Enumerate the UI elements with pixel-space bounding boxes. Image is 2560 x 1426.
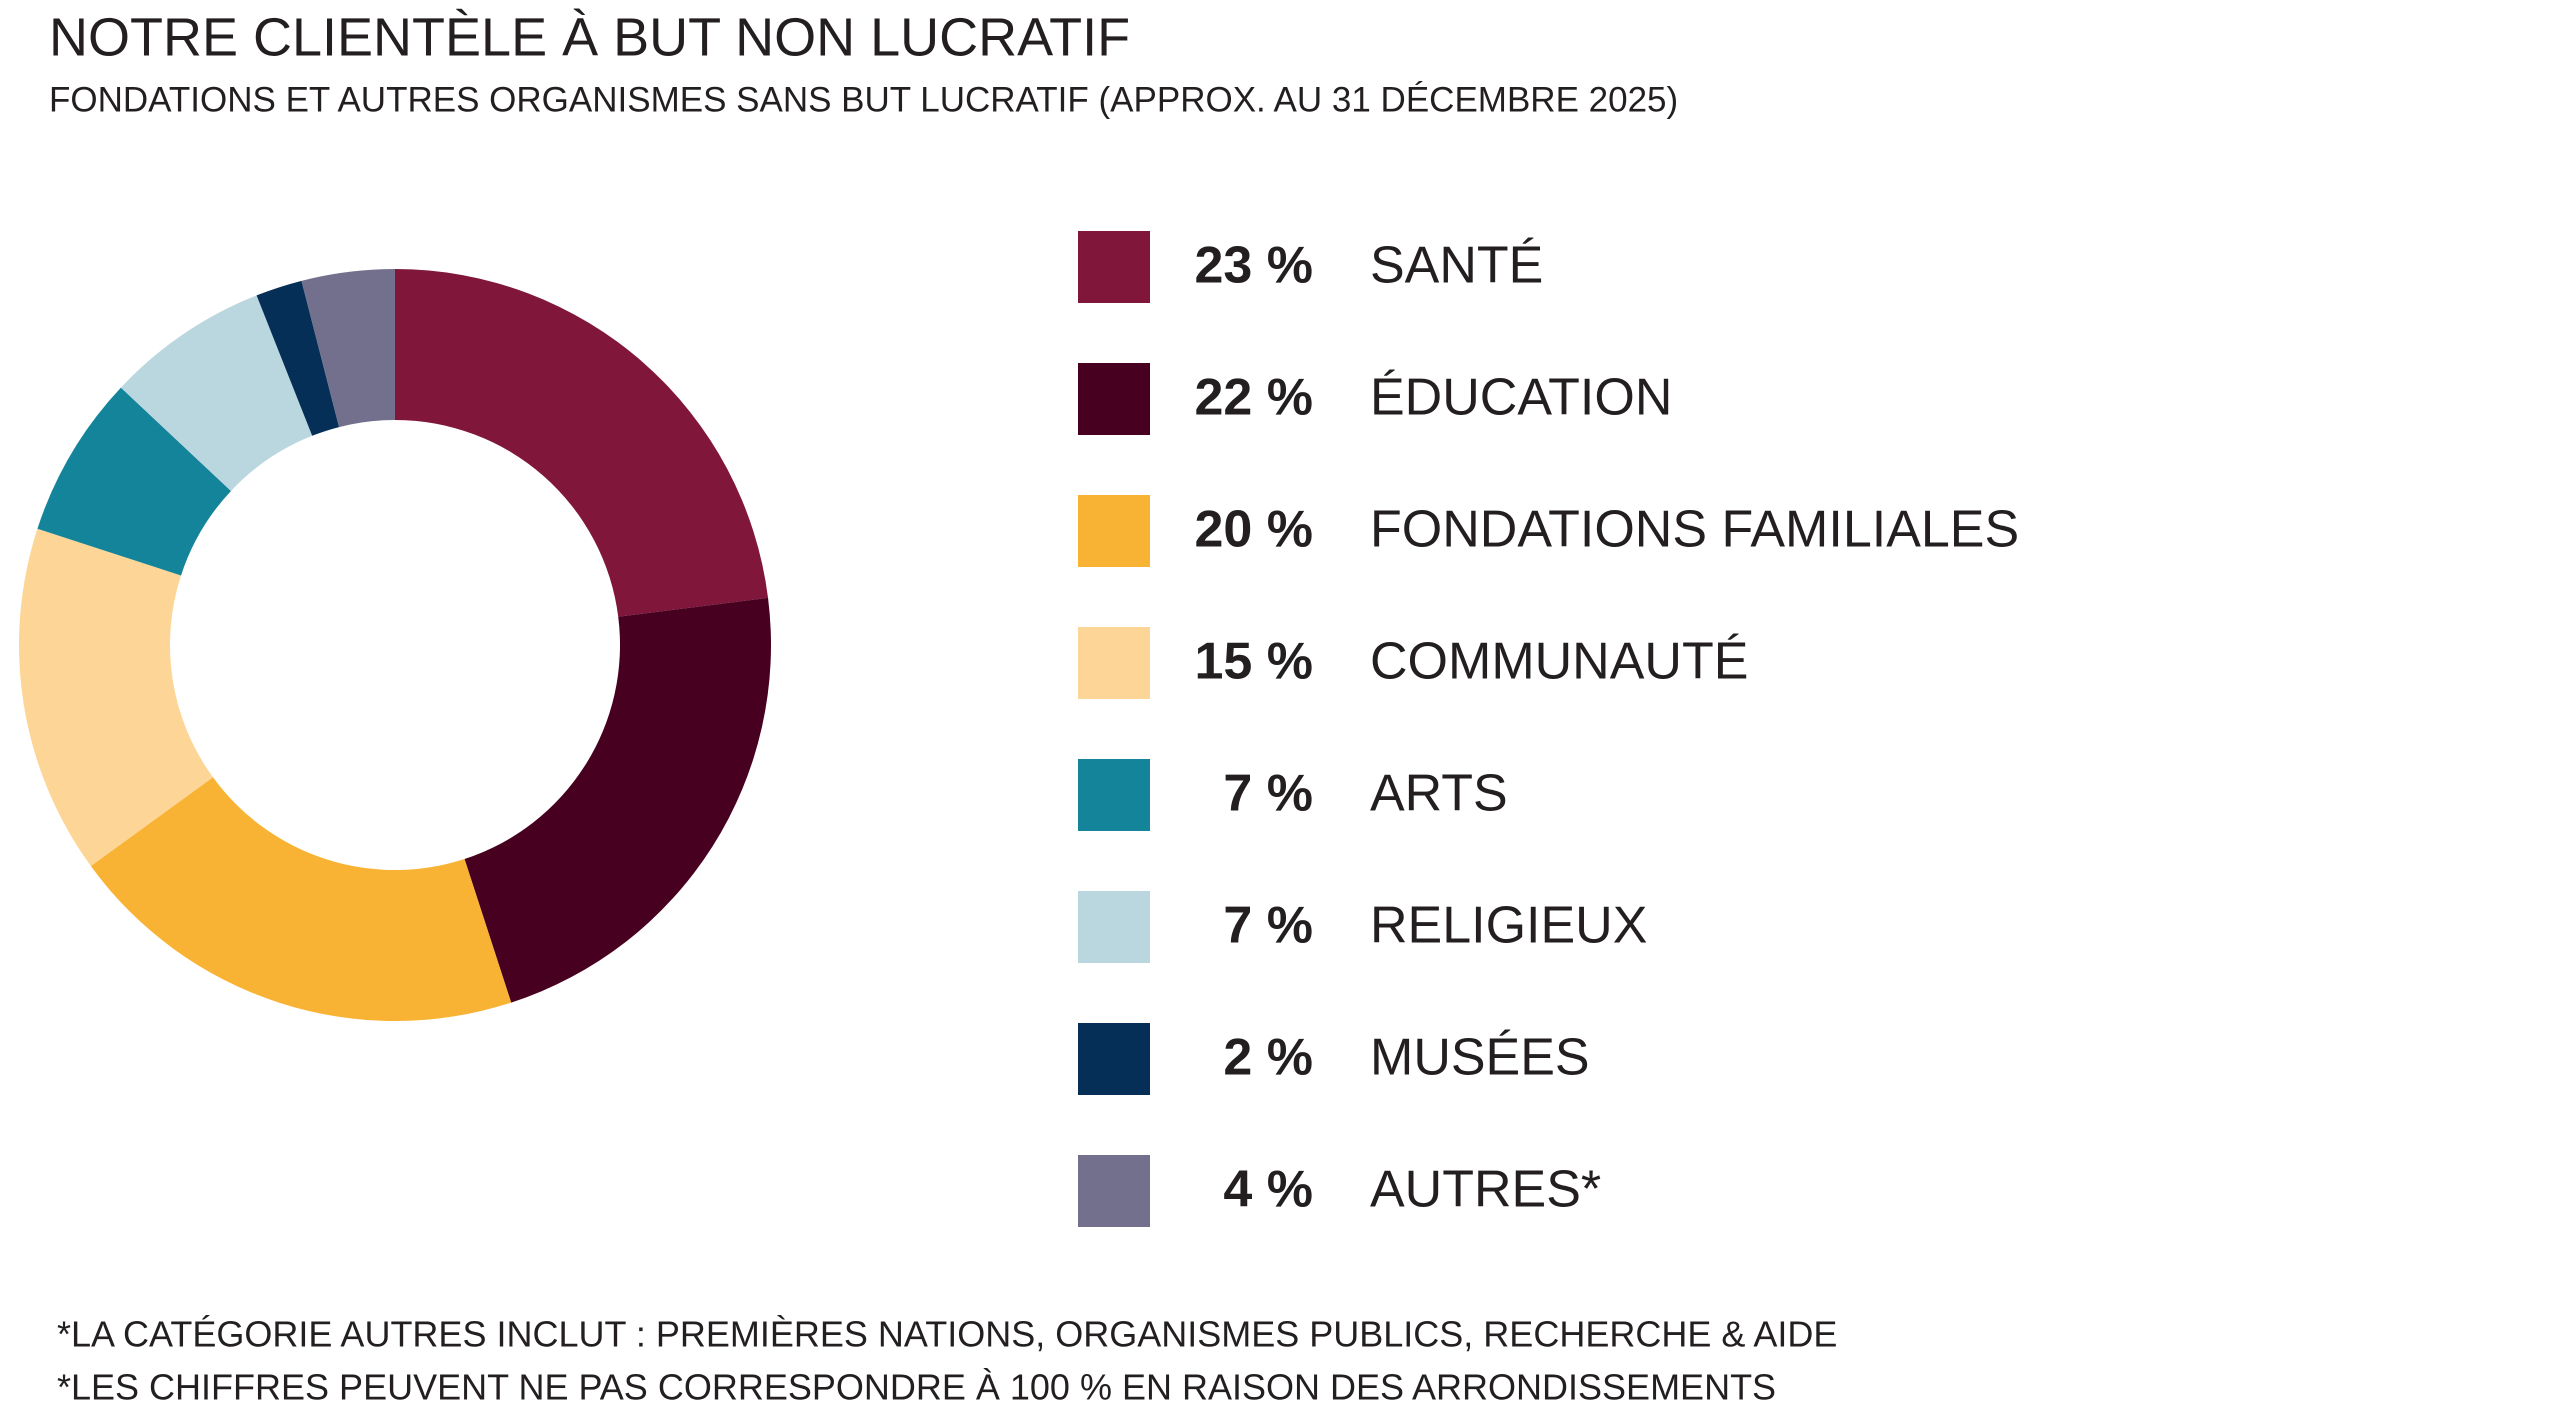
legend-label: COMMUNAUTÉ [1370, 633, 1748, 691]
donut-slice [395, 269, 769, 617]
donut-slice [37, 387, 231, 576]
donut-slice [90, 777, 512, 1021]
value-label: 15 % [1194, 633, 1313, 691]
legend-swatch [1078, 363, 1150, 435]
value-label: 20 % [1194, 501, 1313, 559]
legend-label: RELIGIEUX [1370, 897, 1647, 955]
legend-label: SANTÉ [1370, 237, 1543, 295]
footnote: *LA CATÉGORIE AUTRES INCLUT : PREMIÈRES … [57, 1314, 1837, 1355]
legend-label: AUTRES* [1370, 1161, 1601, 1219]
footnote: *LES CHIFFRES PEUVENT NE PAS CORRESPONDR… [57, 1367, 1776, 1408]
value-label: 23 % [1194, 237, 1313, 295]
value-label: 2 % [1223, 1029, 1313, 1087]
legend-label: ÉDUCATION [1370, 369, 1672, 427]
value-label: 22 % [1194, 369, 1313, 427]
value-label: 4 % [1223, 1161, 1313, 1219]
donut-slice [464, 597, 771, 1003]
chart-title: NOTRE CLIENTÈLE À BUT NON LUCRATIF [49, 7, 1130, 67]
legend-swatch [1078, 231, 1150, 303]
legend-swatch [1078, 1023, 1150, 1095]
legend-swatch [1078, 627, 1150, 699]
donut-slice [301, 269, 395, 428]
legend-swatch [1078, 495, 1150, 567]
donut-slice [18, 528, 213, 867]
legend-label: ARTS [1370, 765, 1508, 823]
legend-swatch [1078, 759, 1150, 831]
value-label: 7 % [1223, 765, 1313, 823]
legend-label: MUSÉES [1370, 1029, 1590, 1087]
donut-slice [120, 295, 313, 491]
value-label: 7 % [1223, 897, 1313, 955]
chart-subtitle: FONDATIONS ET AUTRES ORGANISMES SANS BUT… [49, 80, 1678, 119]
legend-swatch [1078, 1155, 1150, 1227]
legend-label: FONDATIONS FAMILIALES [1370, 501, 2019, 559]
donut-slice [256, 280, 340, 436]
legend-swatch [1078, 891, 1150, 963]
